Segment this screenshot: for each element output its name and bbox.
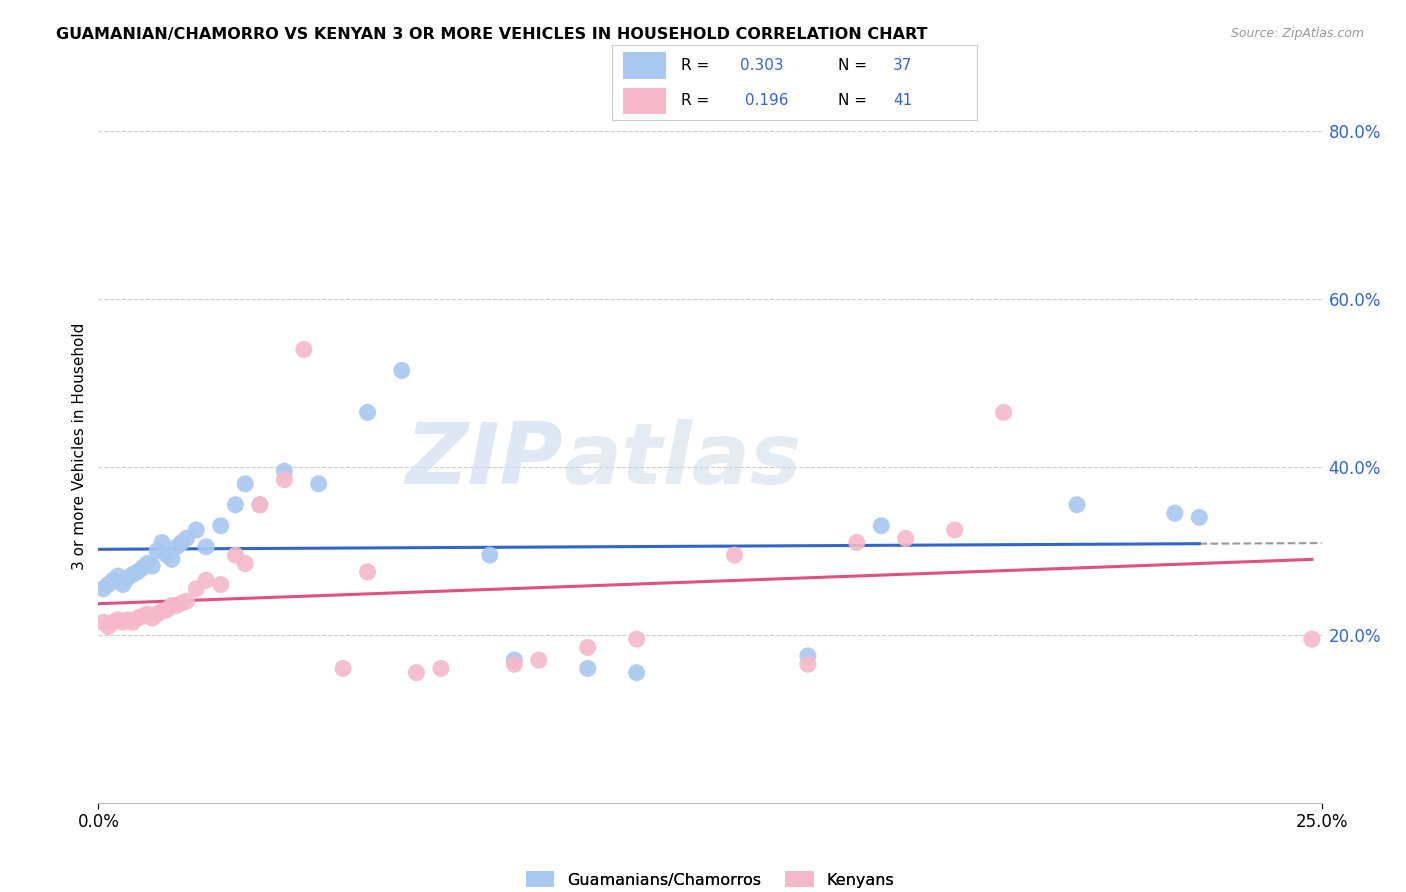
Point [195, 574, 218, 588]
Point [1164, 506, 1187, 520]
Point [797, 648, 820, 663]
Point [156, 603, 179, 617]
Point [478, 548, 501, 562]
Point [117, 613, 139, 627]
Point [870, 518, 893, 533]
Point [170, 596, 193, 610]
Point [91, 582, 114, 596]
Point [176, 532, 198, 546]
Point [503, 653, 526, 667]
Point [626, 665, 648, 680]
Text: 0.303: 0.303 [740, 58, 783, 72]
Point [136, 557, 159, 571]
Point [797, 657, 820, 672]
Point [186, 523, 208, 537]
Point [91, 615, 114, 630]
Point [405, 665, 427, 680]
Point [146, 607, 169, 621]
Text: R =: R = [681, 93, 714, 108]
Point [249, 498, 271, 512]
Point [1301, 632, 1323, 646]
Point [121, 615, 143, 630]
Point [943, 523, 966, 537]
Point [308, 476, 330, 491]
Point [121, 567, 143, 582]
Point [224, 548, 246, 562]
Point [845, 535, 868, 549]
Point [332, 661, 354, 675]
Point [894, 532, 917, 546]
FancyBboxPatch shape [623, 52, 666, 78]
Point [209, 518, 232, 533]
Point [233, 476, 256, 491]
Point [141, 611, 163, 625]
Legend: Guamanians/Chamorros, Kenyans: Guamanians/Chamorros, Kenyans [526, 871, 894, 888]
Point [111, 577, 134, 591]
Point [117, 571, 139, 585]
Point [249, 498, 271, 512]
Point [186, 582, 208, 596]
Point [576, 640, 599, 655]
Point [166, 540, 188, 554]
Point [356, 565, 378, 579]
Point [160, 599, 183, 613]
Point [131, 560, 153, 574]
Point [107, 569, 129, 583]
Text: 0.196: 0.196 [740, 93, 787, 108]
Point [101, 615, 124, 630]
Text: 37: 37 [893, 58, 912, 72]
Text: Source: ZipAtlas.com: Source: ZipAtlas.com [1230, 27, 1364, 40]
Point [503, 657, 526, 672]
Point [292, 343, 315, 357]
Point [150, 535, 173, 549]
Point [195, 540, 218, 554]
Point [127, 611, 149, 625]
Point [993, 405, 1015, 419]
Text: N =: N = [838, 58, 872, 72]
Point [1188, 510, 1211, 524]
Point [146, 544, 169, 558]
Text: R =: R = [681, 58, 714, 72]
Point [626, 632, 648, 646]
Point [430, 661, 453, 675]
Point [136, 607, 159, 621]
Text: 41: 41 [893, 93, 912, 108]
Text: ZIP: ZIP [405, 418, 564, 502]
Point [160, 552, 183, 566]
Point [273, 464, 295, 478]
Point [391, 363, 413, 377]
Text: N =: N = [838, 93, 872, 108]
Point [576, 661, 599, 675]
Text: GUAMANIAN/CHAMORRO VS KENYAN 3 OR MORE VEHICLES IN HOUSEHOLD CORRELATION CHART: GUAMANIAN/CHAMORRO VS KENYAN 3 OR MORE V… [56, 27, 928, 42]
Point [170, 535, 193, 549]
Point [209, 577, 232, 591]
Point [723, 548, 745, 562]
Point [1066, 498, 1088, 512]
Point [101, 574, 124, 588]
Y-axis label: 3 or more Vehicles in Household: 3 or more Vehicles in Household [72, 322, 87, 570]
Point [273, 473, 295, 487]
Point [150, 604, 173, 618]
Point [141, 559, 163, 574]
Point [97, 619, 120, 633]
Point [233, 557, 256, 571]
Point [176, 594, 198, 608]
Point [127, 565, 149, 579]
Point [97, 577, 120, 591]
Point [156, 548, 179, 562]
Point [166, 599, 188, 613]
Point [111, 615, 134, 630]
Point [107, 613, 129, 627]
FancyBboxPatch shape [623, 87, 666, 114]
Point [356, 405, 378, 419]
Point [131, 609, 153, 624]
Point [527, 653, 550, 667]
Text: atlas: atlas [564, 418, 801, 502]
Point [224, 498, 246, 512]
